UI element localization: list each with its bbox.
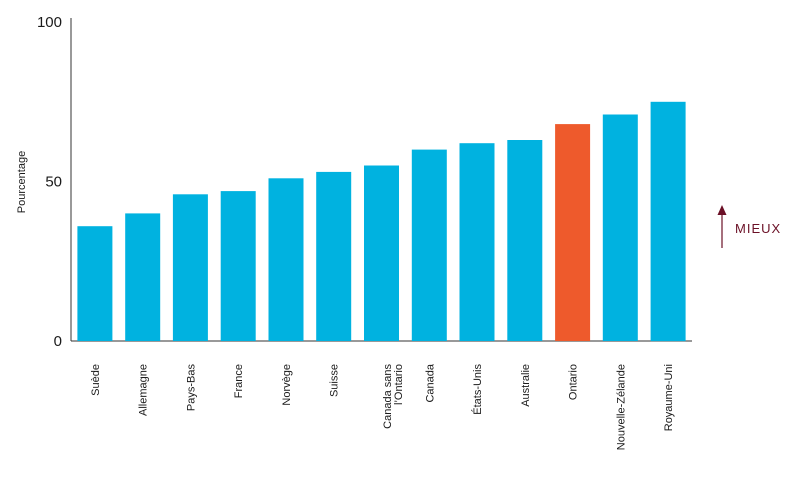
category-label-10: Ontario bbox=[568, 364, 580, 400]
bar-5 bbox=[316, 171, 352, 341]
mieux-annotation: MIEUX bbox=[717, 205, 781, 248]
category-label-7: Canada bbox=[424, 363, 436, 402]
y-tick-label: 50 bbox=[45, 174, 62, 191]
bar-8 bbox=[459, 143, 495, 341]
bar-0 bbox=[77, 226, 113, 341]
bar-10 bbox=[555, 124, 591, 341]
category-label-5: Suisse bbox=[329, 364, 341, 397]
bar-6 bbox=[364, 165, 399, 341]
y-tick-labels: 0 50 100 bbox=[37, 14, 62, 350]
bar-2 bbox=[172, 194, 208, 341]
bars bbox=[77, 101, 686, 342]
category-label-9: Australie bbox=[520, 364, 532, 407]
y-axis-label: Pourcentage bbox=[16, 151, 28, 213]
category-label-11: Nouvelle-Zélande bbox=[615, 364, 627, 450]
bar-9 bbox=[507, 140, 543, 341]
category-label-1: Allemagne bbox=[138, 364, 150, 416]
category-label-0: Suède bbox=[90, 364, 102, 396]
y-tick-label: 100 bbox=[37, 14, 62, 31]
category-labels: Suède Allemagne Pays-Bas France Norvège Suiss… bbox=[90, 363, 675, 450]
bar-12 bbox=[650, 101, 686, 342]
category-label-8: États-Unis bbox=[471, 364, 484, 415]
mieux-label: MIEUX bbox=[735, 221, 781, 236]
category-label-3: France bbox=[233, 364, 245, 398]
category-label-6: Canada sansl’Ontario bbox=[382, 364, 405, 429]
bar-7 bbox=[411, 149, 447, 341]
category-label-12: Royaume-Uni bbox=[663, 364, 675, 431]
arrow-up-icon bbox=[717, 205, 727, 215]
category-label-4: Norvège bbox=[281, 364, 293, 406]
category-label-2: Pays-Bas bbox=[185, 364, 197, 412]
bar-3 bbox=[220, 191, 256, 341]
y-tick-label: 0 bbox=[54, 333, 62, 350]
bar-1 bbox=[125, 213, 161, 341]
bar-11 bbox=[602, 114, 638, 341]
bar-4 bbox=[268, 178, 304, 341]
